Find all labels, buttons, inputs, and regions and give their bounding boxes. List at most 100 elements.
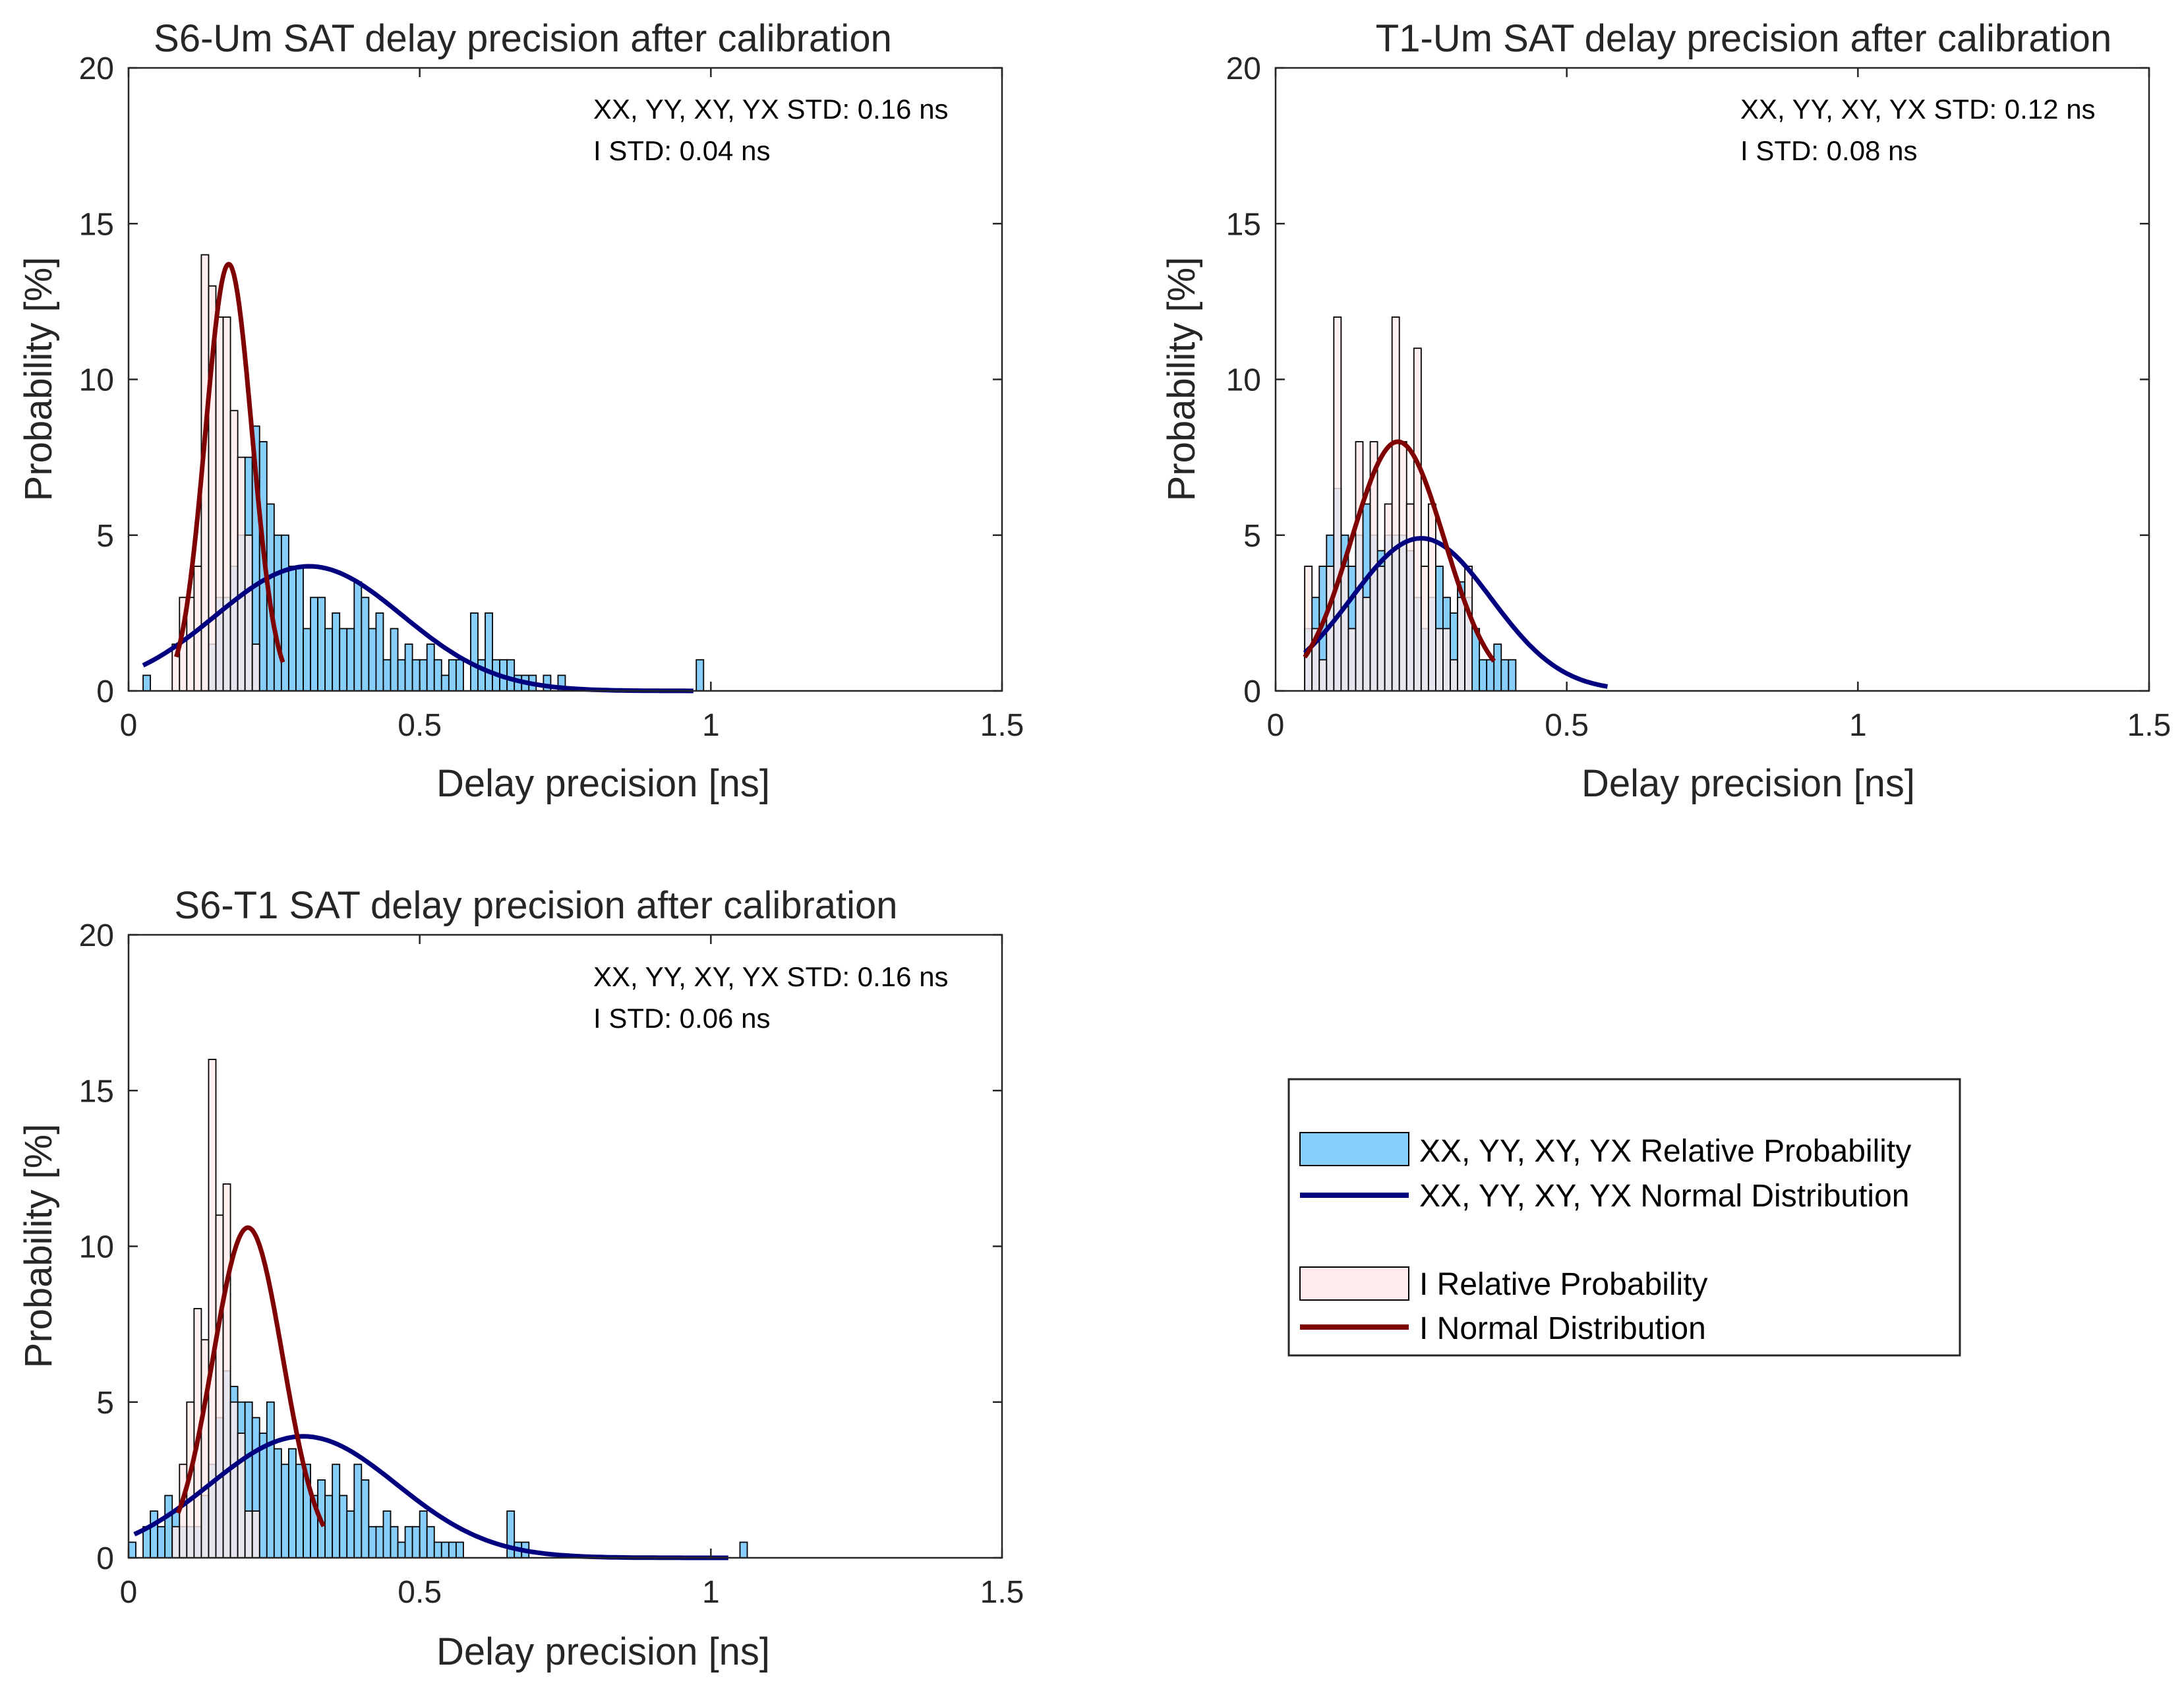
i-bar [1318,659,1328,692]
pol-bar [288,1448,297,1558]
pol-bar [339,628,348,692]
pol-bar [310,597,318,692]
pol-bar [142,674,152,692]
pol-bar [382,659,392,692]
pol-bar [1479,659,1488,692]
legend-label-i-line: I Normal Distribution [1419,1311,1706,1346]
x-axis-label: Delay precision [ns] [1581,762,1915,805]
i-bar [1347,628,1357,692]
i-bar [1355,441,1364,692]
pol-bar [353,1464,363,1558]
pol-bar [433,659,442,692]
y-tick-label: 15 [79,207,114,242]
pol-bar [382,1510,392,1558]
i-bar [1427,503,1436,692]
std-annotation-pol: XX, YY, XY, YX STD: 0.12 ns [1740,94,2096,125]
i-bar [171,1526,181,1558]
pol-bar [411,659,421,692]
std-annotation-pol: XX, YY, XY, YX STD: 0.16 ns [593,961,949,992]
i-bar [1413,347,1422,692]
i-bar [215,316,224,692]
x-axis-label: Delay precision [ns] [436,762,770,805]
pol-bar [390,628,399,692]
i-bar [244,534,253,692]
pol-bar [258,1433,268,1558]
i-bar [229,409,239,692]
legend-box [1287,1078,1961,1357]
i-bar [200,1339,210,1558]
x-tick-label: 0 [1267,708,1285,743]
legend: XX, YY, XY, YX Relative Probability XX, … [1287,1078,1961,1357]
i-bar [215,1214,224,1558]
i-bar [237,1433,246,1558]
pol-bar [390,1526,399,1558]
subplot-s6-t1: S6-T1 SAT delay precision after calibrat… [17,884,1024,1673]
pol-bar [332,1464,341,1558]
pol-bar [433,1541,442,1558]
pol-bar [1486,659,1495,692]
i-bar [1435,628,1444,692]
i-bar [1457,597,1465,692]
y-tick-label: 10 [1226,363,1261,398]
legend-label-i-bar: I Relative Probability [1419,1267,1708,1302]
y-tick-label: 15 [1226,207,1261,242]
std-annotation-pol: XX, YY, XY, YX STD: 0.16 ns [593,94,949,125]
pol-bar [419,1510,428,1558]
x-tick-label: 1.5 [980,708,1024,743]
pol-bar [346,1510,355,1558]
pol-bar [411,1526,421,1558]
pol-bar [273,1448,282,1558]
pol-bar [295,566,304,692]
pol-bar [1508,659,1517,692]
i-normal-curve [175,1225,326,1527]
x-tick-label: 0.5 [1545,708,1589,743]
pol-bar [455,659,464,692]
pol-bar [280,1464,289,1558]
y-tick-label: 0 [1243,674,1261,709]
pol-bar [455,1541,464,1558]
pol-bar [273,534,282,692]
pol-bar [695,659,705,692]
i-normal-curve [1303,439,1496,663]
i-bar [251,1510,260,1558]
i-bar [1362,597,1371,692]
pol-normal-curve [1303,536,1608,689]
y-tick-label: 0 [96,674,114,709]
pol-bar [332,612,341,692]
legend-label-pol-line: XX, YY, XY, YX Normal Distribution [1419,1179,1909,1214]
x-tick-label: 1 [702,708,720,743]
std-annotation-i: I STD: 0.08 ns [1740,135,1917,166]
x-tick-label: 1 [702,1575,720,1610]
x-tick-label: 0.5 [398,708,442,743]
pol-bar [295,1464,304,1558]
i-bar [1450,659,1458,692]
x-tick-label: 0.5 [398,1575,442,1610]
pol-bar [739,1541,748,1558]
pol-bar [419,659,428,692]
legend-swatch-pol-bar [1299,1132,1409,1166]
pol-bar [324,1495,334,1558]
x-tick-label: 1.5 [2127,708,2171,743]
pol-bar [506,1510,516,1558]
y-tick-label: 20 [1226,51,1261,86]
pol-bar [470,612,479,692]
x-axis-label: Delay precision [ns] [436,1630,770,1673]
y-axis-label: Probability [%] [17,1124,60,1369]
y-tick-label: 10 [79,1230,114,1265]
pol-normal-curve [142,564,694,694]
y-tick-label: 15 [79,1074,114,1109]
pol-bar [404,1526,413,1558]
subplot-s6-um: S6-Um SAT delay precision after calibrat… [17,17,1024,805]
pol-bar [339,1495,348,1558]
pol-bar [361,1479,370,1558]
i-bar [1340,566,1349,692]
i-bar [1384,503,1393,692]
i-bar [222,1183,231,1558]
pol-bar [440,674,450,692]
pol-bar [368,628,377,692]
i-bar [1442,628,1451,692]
i-bar [1398,441,1407,692]
x-tick-label: 1.5 [980,1575,1024,1610]
pol-bar [303,628,311,692]
pol-bar [361,597,370,692]
